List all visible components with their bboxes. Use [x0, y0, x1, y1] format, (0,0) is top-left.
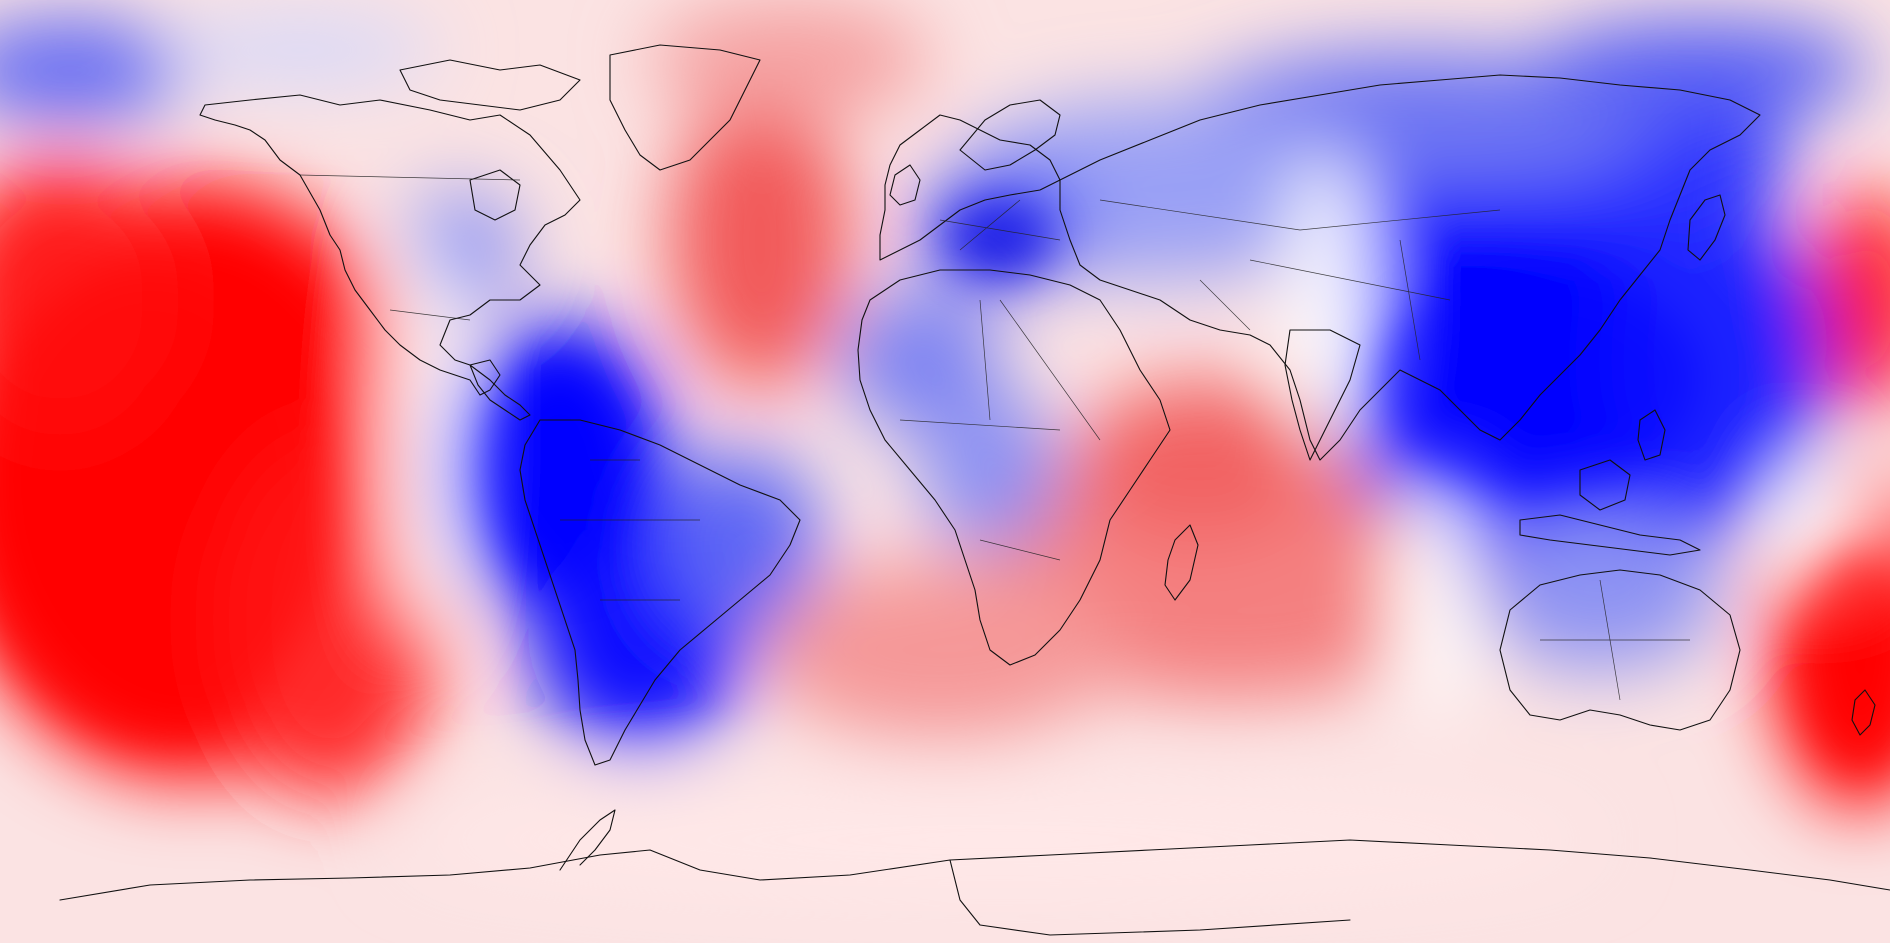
border-line: [1099, 199, 1501, 361]
anomaly-bands: [0, 205, 1890, 770]
coastline-scandinavia: [959, 99, 1061, 171]
coastline-asia: [1059, 74, 1761, 461]
coastlines: [59, 44, 1890, 936]
anomaly-band: [1800, 550, 1890, 770]
coastline-indonesia: [1519, 514, 1701, 556]
anomaly-field: [0, 0, 1890, 900]
coastline-antarctic-peninsula: [559, 809, 616, 871]
coastline-india: [1284, 329, 1361, 461]
anomaly-patch: [1530, 20, 1870, 120]
anomaly-patch: [1810, 190, 1890, 410]
coastline-japan: [1687, 194, 1726, 261]
anomaly-patch: [670, 90, 850, 390]
coastline-greenland: [609, 44, 761, 171]
coastline-ross-shelf: [949, 859, 1351, 936]
anomaly-band: [490, 360, 630, 580]
anomaly-patch: [1290, 150, 1370, 450]
border-line: [389, 309, 471, 321]
border-line: [899, 299, 1101, 561]
anomaly-patch: [160, 15, 440, 85]
anomaly-patch: [1390, 480, 1470, 720]
border-line: [560, 459, 700, 601]
coastline-arctic-islands: [399, 59, 581, 111]
border-line: [1540, 579, 1690, 701]
coastline-hudson-bay: [469, 169, 521, 221]
anomaly-patch: [650, 0, 930, 120]
coastline-europe: [879, 114, 1061, 261]
border-line: [299, 174, 521, 181]
coastline-south-america: [519, 419, 801, 766]
anomaly-patch: [390, 230, 450, 630]
anomaly-patch: [760, 560, 1120, 740]
coastline-north-america: [199, 94, 581, 396]
anomaly-band: [0, 260, 330, 740]
coastline-british-isles: [889, 164, 921, 206]
coastline-australia: [1499, 569, 1741, 731]
anomaly-patch: [1080, 380, 1320, 540]
anomaly-patch: [660, 450, 820, 630]
border-line: [939, 199, 1061, 251]
coastline-africa: [857, 269, 1171, 666]
country-borders: [299, 174, 1690, 701]
coastline-borneo: [1579, 459, 1631, 511]
coastline-madagascar: [1164, 524, 1199, 601]
coastline-philippines: [1637, 409, 1666, 461]
coastline-antarctica: [59, 839, 1890, 901]
anomaly-band: [1380, 270, 1700, 490]
anomaly-patch: [0, 20, 190, 120]
coastline-central-america: [469, 364, 531, 421]
anomaly-band: [950, 205, 1050, 275]
anomaly-patch: [1480, 510, 1720, 670]
anomaly-patch: [1780, 460, 1860, 580]
anomaly-patch: [920, 390, 1060, 550]
anomaly-patch: [840, 290, 1000, 430]
coastline-new-zealand: [1851, 689, 1876, 736]
